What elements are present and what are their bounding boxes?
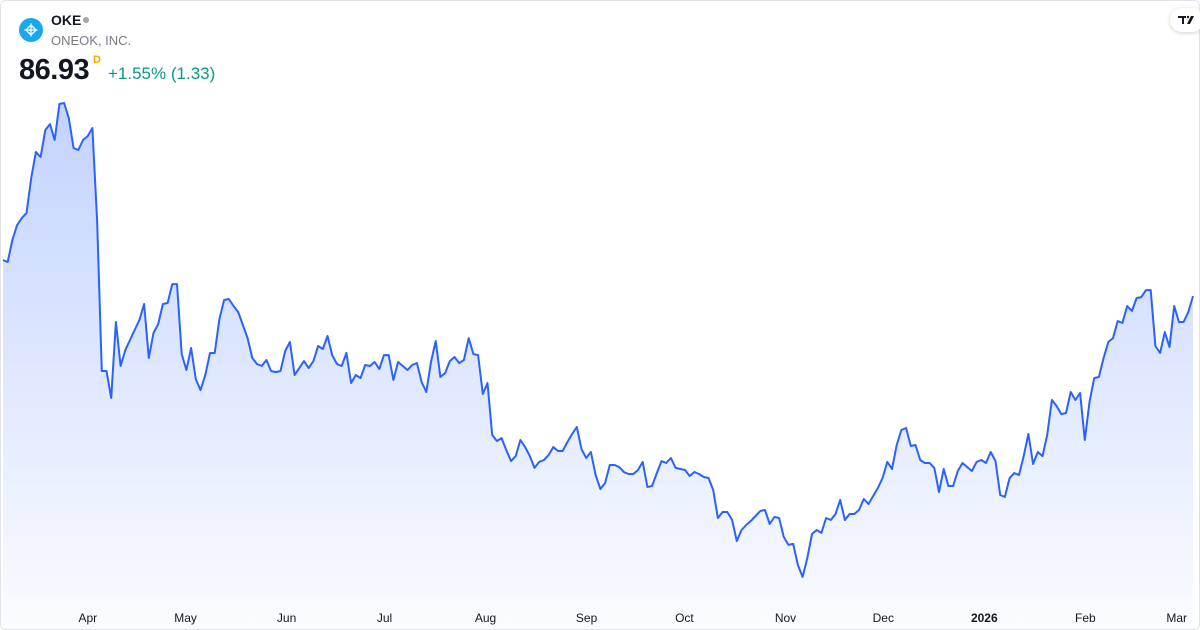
symbol-ticker[interactable]: OKE <box>51 12 82 28</box>
price-change: +1.55% (1.33) <box>108 64 216 83</box>
market-status-dot <box>83 17 89 23</box>
x-tick-label: Mar <box>1166 611 1187 625</box>
x-tick-label: 2026 <box>971 611 998 625</box>
x-tick-label: Dec <box>873 611 894 625</box>
x-tick-label: Oct <box>675 611 694 625</box>
x-tick-label: Apr <box>78 611 97 625</box>
x-tick-label: Jul <box>377 611 392 625</box>
x-tick-label: Sep <box>576 611 598 625</box>
tradingview-logo-icon[interactable] <box>1170 8 1200 32</box>
x-axis: Apr May Jun Jul Aug Sep Oct Nov Dec 2026 Feb Mar <box>78 611 1187 625</box>
x-tick-label: May <box>174 611 197 625</box>
company-name: ONEOK, INC. <box>51 33 132 48</box>
x-tick-label: Nov <box>775 611 796 625</box>
price-line <box>2 102 1194 578</box>
last-price: 86.93 <box>19 54 90 86</box>
x-tick-label: Jun <box>277 611 296 625</box>
price-area-fill <box>3 103 1193 629</box>
oneok-logo-icon <box>19 18 43 42</box>
x-tick-label: Aug <box>475 611 496 625</box>
resolution-badge: D <box>93 54 101 66</box>
x-tick-label: Feb <box>1075 611 1096 625</box>
